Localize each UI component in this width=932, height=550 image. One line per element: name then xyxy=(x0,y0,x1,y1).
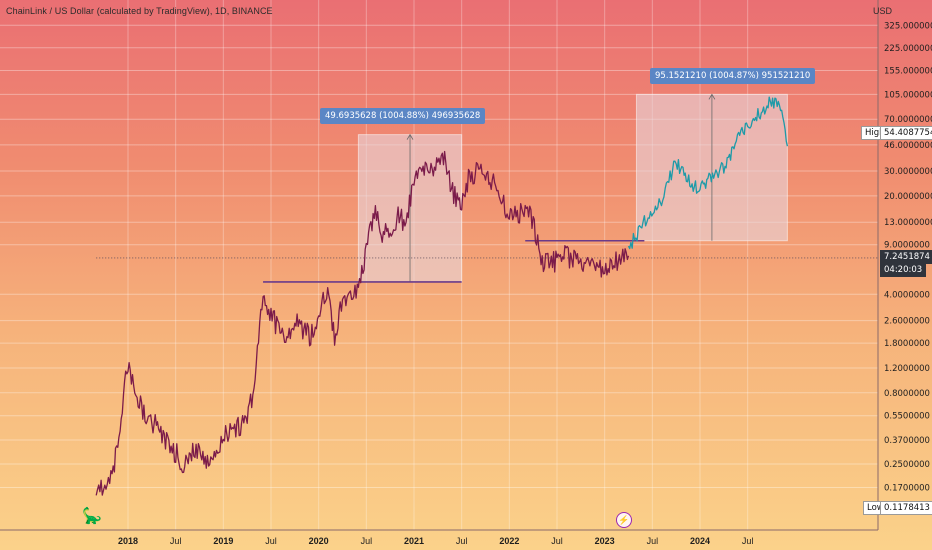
x-tick-label: 2021 xyxy=(404,536,424,546)
y-tick-label: 105.0000000 xyxy=(884,90,932,100)
x-tick-label: 2019 xyxy=(213,536,233,546)
measure-label-2020[interactable]: 49.6935628 (1004.88%) 496935628 xyxy=(320,108,486,124)
lightning-icon[interactable]: ⚡ xyxy=(616,512,632,528)
price-series-projection xyxy=(627,96,789,250)
y-tick-label: 325.0000000 xyxy=(884,21,932,31)
y-tick-label: 1.2000000 xyxy=(884,364,930,374)
y-tick-label: 155.0000000 xyxy=(884,67,932,77)
y-tick-label: 2.6000000 xyxy=(884,317,930,327)
y-tick-label: 0.2500000 xyxy=(884,460,930,470)
x-tick-label: Jul xyxy=(647,536,659,546)
x-tick-label: Jul xyxy=(361,536,373,546)
chart-title: ChainLink / US Dollar (calculated by Tra… xyxy=(6,6,273,16)
y-tick-label: 13.0000000 xyxy=(884,218,932,228)
x-tick-label: Jul xyxy=(742,536,754,546)
x-tick-label: Jul xyxy=(265,536,277,546)
y-tick-label: 0.3700000 xyxy=(884,436,930,446)
x-tick-label: 2020 xyxy=(309,536,329,546)
y-tick-label: 1.8000000 xyxy=(884,339,930,349)
current-price-tag: 7.2451874 xyxy=(880,250,932,264)
measure-label-2023[interactable]: 95.1521210 (1004.87%) 951521210 xyxy=(650,68,816,84)
y-tick-label: 225.0000000 xyxy=(884,44,932,54)
y-tick-label: 9.0000000 xyxy=(884,241,930,251)
high-price-tag: 54.4087754 xyxy=(880,126,932,140)
x-tick-label: Jul xyxy=(551,536,563,546)
y-tick-label: 0.8000000 xyxy=(884,389,930,399)
countdown-tag: 04:20:03 xyxy=(880,263,927,277)
y-tick-label: 0.5500000 xyxy=(884,412,930,422)
x-tick-label: 2024 xyxy=(690,536,710,546)
y-tick-label: 46.0000000 xyxy=(884,141,932,151)
y-tick-label: 20.0000000 xyxy=(884,192,932,202)
x-tick-label: 2022 xyxy=(499,536,519,546)
y-tick-label: 0.1700000 xyxy=(884,484,930,494)
measure-arrowhead-0 xyxy=(406,133,414,140)
x-tick-label: 2018 xyxy=(118,536,138,546)
low-price-tag: 0.1178413 xyxy=(880,501,932,515)
y-tick-label: 30.0000000 xyxy=(884,167,932,177)
x-tick-label: Jul xyxy=(456,536,468,546)
price-series-history xyxy=(95,150,630,496)
currency-label: USD xyxy=(872,6,892,16)
x-tick-label: 2023 xyxy=(595,536,615,546)
tradingview-dino-icon[interactable]: 🦕 xyxy=(82,508,102,525)
x-tick-label: Jul xyxy=(170,536,182,546)
measure-arrowhead-1 xyxy=(708,93,716,100)
y-tick-label: 70.0000000 xyxy=(884,115,932,125)
y-tick-label: 4.0000000 xyxy=(884,290,930,300)
